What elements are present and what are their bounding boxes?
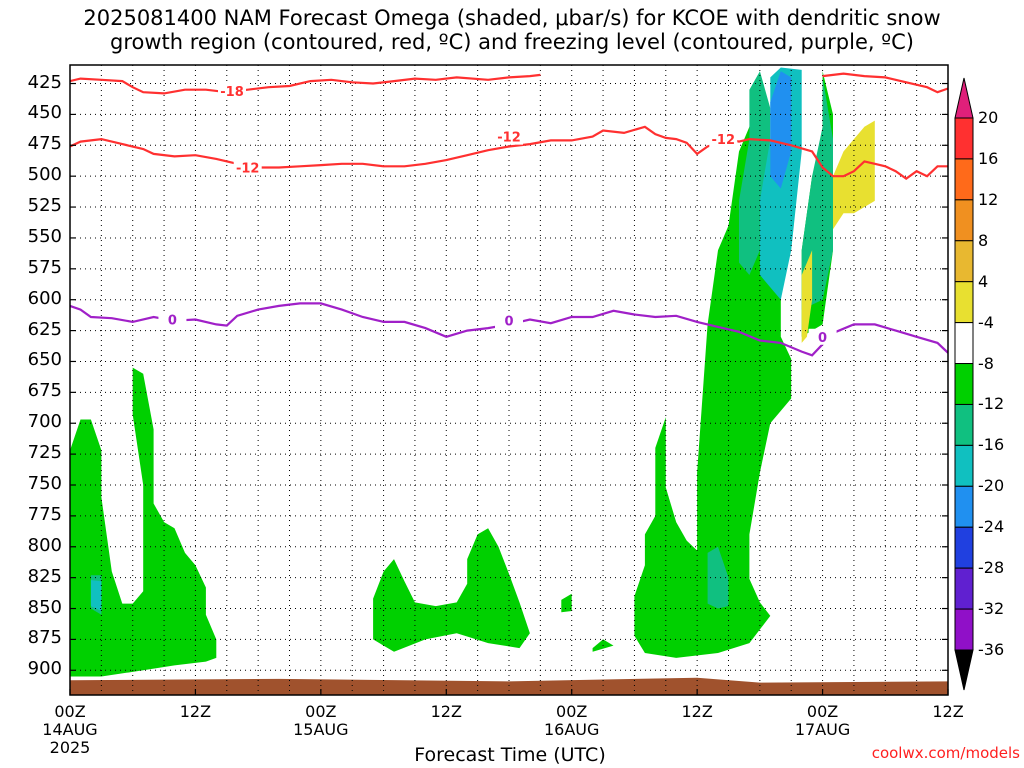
contour-label-bg xyxy=(808,328,837,345)
title-line-2: growth region (contoured, red, ºC) and f… xyxy=(110,30,914,54)
omega-region--16-1 xyxy=(90,580,102,611)
chart-title: 2025081400 NAM Forecast Omega (shaded, μ… xyxy=(0,6,1024,54)
colorbar-swatch xyxy=(954,526,974,569)
x-tick-label: 12Z xyxy=(179,702,212,721)
colorbar-tick-label: -24 xyxy=(978,517,1005,537)
colorbar-swatch xyxy=(954,444,974,487)
colorbar-swatch xyxy=(954,403,974,446)
y-tick-label: 700 xyxy=(27,411,62,433)
colorbar-swatch xyxy=(954,199,974,242)
omega-region-4-1 xyxy=(833,120,875,230)
omega-region--12-1 xyxy=(801,77,833,310)
colorbar-tick-label: -16 xyxy=(978,435,1005,455)
omega-region--12-0 xyxy=(739,71,771,275)
omega-region--20-0 xyxy=(770,71,792,189)
colorbar-swatch xyxy=(954,567,974,610)
y-tick-label: 900 xyxy=(27,658,62,680)
contour--18 xyxy=(70,73,541,95)
colorbar-tick-label: 16 xyxy=(978,148,999,168)
x-tick-label: 00Z 15AUG xyxy=(293,702,349,739)
x-tick-label: 00Z 14AUG 2025 xyxy=(42,702,98,757)
colorbar-swatch xyxy=(954,281,974,324)
omega-region--8-4 xyxy=(561,593,572,613)
x-tick-label: 12Z xyxy=(932,702,964,721)
contour-label--12: -12 xyxy=(236,162,260,177)
x-axis-label: Forecast Time (UTC) xyxy=(414,744,606,766)
y-tick-label: 825 xyxy=(27,565,62,587)
colorbar-swatch xyxy=(954,608,974,651)
colorbar-tick-label: -20 xyxy=(978,476,1005,496)
colorbar-over-triangle xyxy=(954,77,974,119)
colorbar-swatch xyxy=(954,485,974,528)
credit-link[interactable]: coolwx.com/models xyxy=(871,744,1020,762)
x-tick-label: 12Z xyxy=(430,702,462,721)
y-tick-label: 425 xyxy=(27,71,62,93)
y-tick-label: 625 xyxy=(27,318,62,340)
colorbar-swatch xyxy=(954,322,974,365)
y-tick-label: 525 xyxy=(27,195,62,217)
contour--18b xyxy=(822,72,948,94)
x-tick-label: 00Z 17AUG xyxy=(794,702,851,739)
x-tick-label: 12Z xyxy=(681,702,713,721)
contour-label-bg xyxy=(495,312,523,329)
colorbar-tick-label: 20 xyxy=(978,108,999,127)
y-tick-label: 775 xyxy=(27,503,62,525)
colorbar-swatch xyxy=(954,117,974,160)
colorbar-tick-label: -36 xyxy=(978,640,1005,659)
colorbar-tick-label: -32 xyxy=(978,599,1005,619)
y-tick-label: 675 xyxy=(27,380,62,402)
y-tick-label: 475 xyxy=(27,133,62,155)
y-tick-label: 875 xyxy=(27,627,62,649)
contour-label-extra-0: -12 xyxy=(712,133,736,148)
contour-label-bg xyxy=(495,128,523,145)
y-tick-label: 650 xyxy=(27,349,62,371)
contour-label-bg xyxy=(233,159,262,176)
contour-label-bg xyxy=(709,131,738,148)
colorbar-tick-label: -8 xyxy=(978,353,994,373)
y-tick-label: 800 xyxy=(27,534,62,556)
colorbar-swatch xyxy=(954,158,974,201)
colorbar-under-triangle xyxy=(954,649,974,691)
y-tick-label: 850 xyxy=(27,596,62,618)
colorbar-tick-label: 12 xyxy=(978,189,999,209)
contour-label-bg xyxy=(218,82,247,99)
plot-frame xyxy=(69,64,949,696)
omega-region--8-0 xyxy=(70,367,217,677)
colorbar-swatch xyxy=(954,240,974,283)
contour-label--18: -18 xyxy=(220,85,244,100)
colorbar-tick-label: 4 xyxy=(978,271,989,291)
y-tick-label: 550 xyxy=(27,225,62,247)
colorbar-tick-label: -28 xyxy=(978,558,1005,578)
colorbar-tick-label: -4 xyxy=(978,312,994,332)
contour-label-extra-2: -12 xyxy=(497,131,521,146)
contour-label-extra-3: 0 xyxy=(504,315,513,330)
contour-label-bg xyxy=(158,311,187,328)
contour-label-extra-1: 0 xyxy=(818,331,827,346)
y-tick-label: 575 xyxy=(27,256,62,278)
colorbar-tick-label: -12 xyxy=(978,394,1005,414)
omega-region--12-2 xyxy=(707,546,729,609)
colorbar-tick-label: 8 xyxy=(978,230,989,250)
omega-region--8-1 xyxy=(373,528,530,652)
colorbar-swatch xyxy=(954,363,974,405)
title-line-1: 2025081400 NAM Forecast Omega (shaded, μ… xyxy=(83,6,941,30)
contour-label-0: 0 xyxy=(168,313,177,328)
y-tick-label: 500 xyxy=(27,164,62,186)
y-tick-label: 450 xyxy=(27,102,62,124)
y-tick-label: 725 xyxy=(27,442,62,464)
x-tick-label: 00Z 16AUG xyxy=(543,702,600,739)
y-tick-label: 600 xyxy=(27,287,62,309)
omega-region-4-0 xyxy=(801,250,813,343)
y-tick-label: 750 xyxy=(27,473,62,494)
